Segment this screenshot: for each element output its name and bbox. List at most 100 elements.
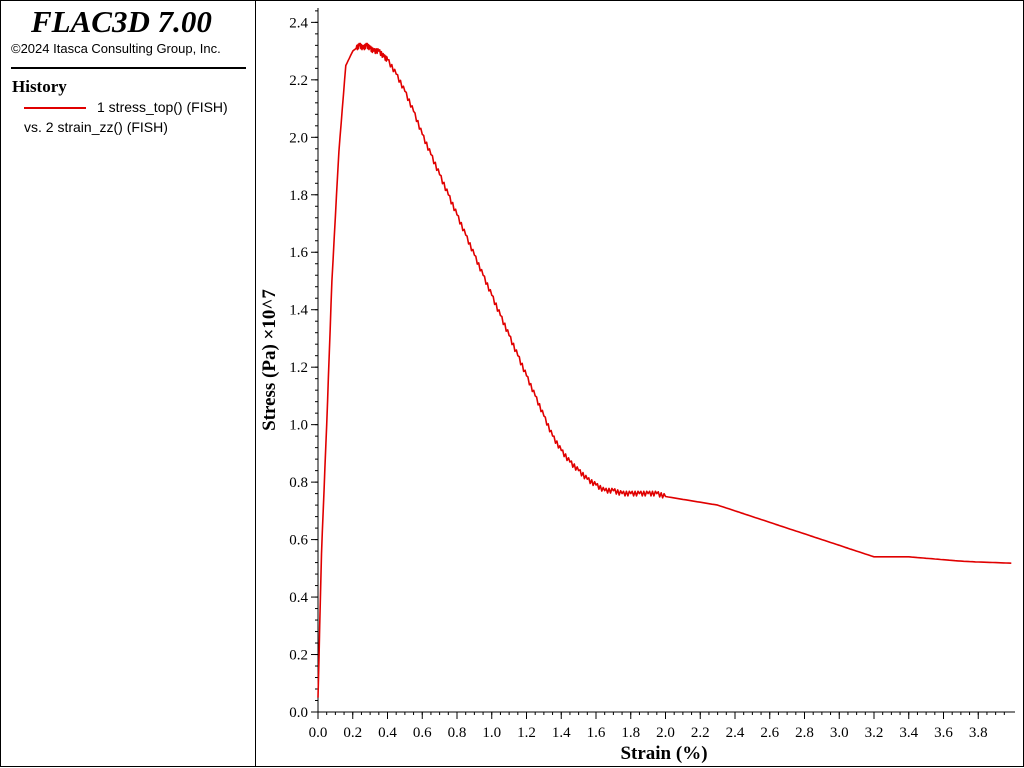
- data-point: [396, 74, 397, 75]
- data-point: [926, 558, 927, 559]
- x-tick-label: 1.0: [482, 725, 501, 741]
- data-point: [535, 395, 536, 396]
- data-point: [317, 697, 318, 698]
- data-point: [821, 539, 822, 540]
- y-tick-label: 2.4: [289, 15, 308, 31]
- data-point: [465, 234, 466, 235]
- data-point: [769, 522, 770, 523]
- data-point: [960, 561, 961, 562]
- x-tick-label: 0.6: [413, 725, 432, 741]
- data-point: [804, 533, 805, 534]
- data-point: [908, 556, 909, 557]
- data-point: [474, 255, 475, 256]
- x-tick-label: 2.8: [795, 725, 814, 741]
- x-tick-label: 0.8: [448, 725, 467, 741]
- data-point: [413, 111, 414, 112]
- data-point: [578, 470, 579, 471]
- data-point: [338, 151, 339, 152]
- data-point: [995, 562, 996, 563]
- data-point: [439, 174, 440, 175]
- y-tick-label: 0.8: [289, 475, 308, 491]
- x-tick-label: 2.2: [691, 725, 710, 741]
- copyright-text: ©2024 Itasca Consulting Group, Inc.: [11, 41, 221, 56]
- data-point: [943, 559, 944, 560]
- data-point: [839, 545, 840, 546]
- data-point: [378, 51, 379, 52]
- data-point: [700, 502, 701, 503]
- y-tick-label: 0.2: [289, 648, 308, 664]
- y-tick-label: 0.0: [289, 705, 308, 721]
- data-point: [483, 275, 484, 276]
- y-tick-label: 1.6: [289, 245, 308, 261]
- data-point: [656, 493, 657, 494]
- data-point: [491, 295, 492, 296]
- series-layer: [317, 42, 1012, 698]
- data-point: [648, 493, 649, 494]
- data-point: [321, 553, 322, 554]
- x-tick-label: 3.2: [865, 725, 884, 741]
- history-heading: History: [12, 77, 67, 96]
- data-point: [561, 450, 562, 451]
- data-point: [359, 45, 360, 46]
- data-point: [595, 484, 596, 485]
- legend-line-swatch: [24, 107, 86, 109]
- x-tick-label: 1.2: [517, 725, 536, 741]
- x-tick-label: 3.8: [969, 725, 988, 741]
- x-axis-title: Strain (%): [620, 743, 707, 764]
- y-tick-label: 1.2: [289, 360, 308, 376]
- data-point: [363, 48, 364, 49]
- x-tick-label: 2.6: [760, 725, 779, 741]
- y-tick-label: 2.2: [289, 73, 308, 89]
- legend-vs-label: vs. 2 strain_zz() (FISH): [24, 119, 168, 135]
- x-tick-label: 3.6: [934, 725, 953, 741]
- data-point: [787, 528, 788, 529]
- y-tick-label: 0.6: [289, 533, 308, 549]
- data-point: [387, 59, 388, 60]
- app-title: FLAC3D 7.00: [31, 4, 212, 39]
- data-point: [456, 214, 457, 215]
- data-point: [373, 51, 374, 52]
- x-tick-label: 1.6: [587, 725, 606, 741]
- y-tick-label: 1.4: [289, 303, 308, 319]
- data-point: [856, 551, 857, 552]
- data-point: [448, 194, 449, 195]
- data-point: [326, 424, 327, 425]
- data-point: [665, 496, 666, 497]
- data-point: [613, 490, 614, 491]
- data-point: [569, 461, 570, 462]
- legend-series-label: 1 stress_top() (FISH): [97, 99, 228, 115]
- y-tick-label: 0.4: [289, 590, 308, 606]
- data-point: [1011, 563, 1012, 564]
- legend-panel: FLAC3D 7.00 ©2024 Itasca Consulting Grou…: [0, 0, 256, 767]
- data-point: [517, 355, 518, 356]
- data-point: [352, 51, 353, 52]
- series-line: [317, 42, 1012, 698]
- data-point: [978, 561, 979, 562]
- x-tick-label: 3.0: [830, 725, 849, 741]
- data-point: [366, 45, 367, 46]
- data-point: [331, 280, 332, 281]
- x-tick-label: 3.4: [899, 725, 918, 741]
- data-point: [356, 48, 357, 49]
- y-tick-label: 2.0: [289, 130, 308, 146]
- data-point: [891, 556, 892, 557]
- data-point: [422, 134, 423, 135]
- data-point: [404, 91, 405, 92]
- data-point: [383, 56, 384, 57]
- data-point: [873, 556, 874, 557]
- data-point: [717, 505, 718, 506]
- data-point: [734, 510, 735, 511]
- y-tick-label: 1.0: [289, 418, 308, 434]
- title-divider: [11, 67, 246, 69]
- data-point: [509, 335, 510, 336]
- y-axis-title: Stress (Pa) ×10^7: [259, 289, 280, 431]
- x-tick-label: 2.4: [726, 725, 745, 741]
- data-point: [587, 479, 588, 480]
- data-point: [630, 493, 631, 494]
- data-point: [526, 375, 527, 376]
- data-point: [543, 415, 544, 416]
- x-tick-label: 1.8: [621, 725, 640, 741]
- axes: 0.0 0.2 0.4 0.6 0.8 1.0 1.2 1.4 1.6 1.8 2.0 2.2 2.4 0…: [259, 8, 1015, 764]
